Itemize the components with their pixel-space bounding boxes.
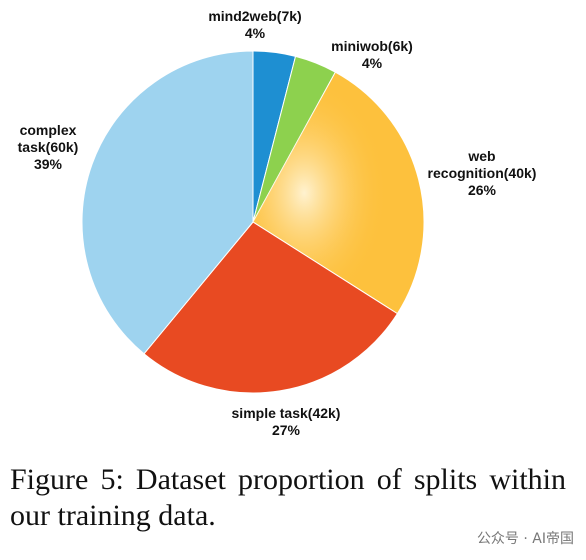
slice-highlight <box>253 72 425 314</box>
slice-percent: 4% <box>361 55 383 71</box>
slice-label: complex task(60k) 39% <box>3 122 93 173</box>
slice-name: simple task(42k) <box>231 405 341 421</box>
slice-name: web recognition(40k) <box>427 148 537 181</box>
slice-label: web recognition(40k) 26% <box>428 148 537 199</box>
slice-label: simple task(42k) 27% <box>232 405 341 439</box>
pie-slice <box>81 50 254 355</box>
slice-percent: 4% <box>244 25 266 41</box>
watermark: 公众号 · AI帝国 <box>476 531 574 547</box>
slice-label: miniwob(6k) 4% <box>331 38 413 72</box>
slice-percent: 39% <box>33 156 63 172</box>
slice-name: miniwob(6k) <box>331 38 413 54</box>
slice-name: mind2web(7k) <box>208 8 302 24</box>
slice-name: complex task(60k) <box>17 122 79 155</box>
slice-percent: 26% <box>467 182 497 198</box>
caption: Figure 5: Dataset proportion of splits w… <box>10 463 566 532</box>
pie-slice <box>143 221 399 394</box>
slice-label: mind2web(7k) 4% <box>208 8 301 42</box>
slice-percent: 27% <box>271 422 301 438</box>
chart <box>81 50 425 394</box>
